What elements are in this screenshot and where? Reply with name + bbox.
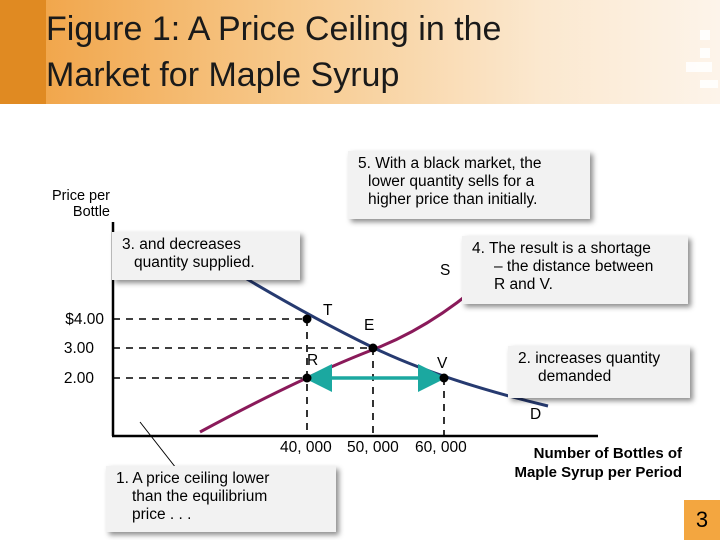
slide-title-line: Figure 1: A Price Ceiling in the [46,10,502,48]
x-tick-label: 50, 000 [347,439,399,456]
callout-line: than the equilibrium [132,488,268,505]
x-axis-title: Number of Bottles of Maple Syrup per Per… [472,444,682,482]
point-t-label: T [323,302,333,319]
header-decoration [686,62,712,72]
header-decoration [700,30,710,40]
supply-curve-label: S [440,262,451,279]
callout-line: 1. A price ceiling lower [116,470,270,487]
point-e [368,343,378,353]
demand-curve-label: D [530,406,542,423]
header-accent-bar [0,0,46,104]
x-tick-label: 60, 000 [415,439,467,456]
point-e-label: E [364,317,375,334]
callout-decreases-supply: 3. and decreases quantity supplied. [112,232,300,280]
slide-title: Figure 1: A Price Ceiling in the Market … [46,6,686,98]
point-t [302,314,312,324]
callout-increases-demand: 2. increases quantity demanded [508,346,690,398]
callout-shortage: 4. The result is a shortage – the distan… [462,236,688,304]
y-tick-label: 3.00 [63,340,94,357]
callout-line: R and V. [494,276,553,293]
x-tick-label: 40, 000 [280,439,332,456]
y-axis-title-line: Price per [51,188,110,204]
point-r-label: R [307,352,319,369]
callout-line: quantity supplied. [134,254,255,271]
x-axis-title-line: Number of Bottles of [533,445,682,462]
point-v [439,373,449,383]
callout-1-pointer [139,421,177,469]
callout-line: 4. The result is a shortage [472,240,651,257]
page-number: 3 [684,500,720,540]
y-axis-title: Price per Bottle [10,188,110,220]
point-r [302,373,312,383]
slide-header: Figure 1: A Price Ceiling in the Market … [0,0,720,104]
y-tick-label: 2.00 [63,370,94,387]
callout-line: – the distance between [494,258,654,275]
callout-line: price . . . [132,506,192,523]
callout-line: demanded [538,368,612,385]
callout-line: 5. With a black market, the [358,155,542,172]
callout-line: 2. increases quantity [518,350,661,367]
point-v-label: V [437,355,448,372]
header-decoration [700,48,710,58]
header-decoration [700,80,718,88]
callout-line: higher price than initially. [368,191,538,208]
y-axis-title-line: Bottle [72,204,110,220]
callout-price-ceiling: 1. A price ceiling lower than the equili… [106,466,336,532]
callout-line: lower quantity sells for a [368,173,535,190]
callout-black-market: 5. With a black market, the lower quanti… [348,151,590,219]
y-tick-label: $4.00 [65,311,104,328]
slide-title-line: Market for Maple Syrup [46,56,400,94]
callout-line: 3. and decreases [122,236,241,253]
x-axis-title-line: Maple Syrup per Period [514,464,682,481]
supply-curve [199,264,502,434]
